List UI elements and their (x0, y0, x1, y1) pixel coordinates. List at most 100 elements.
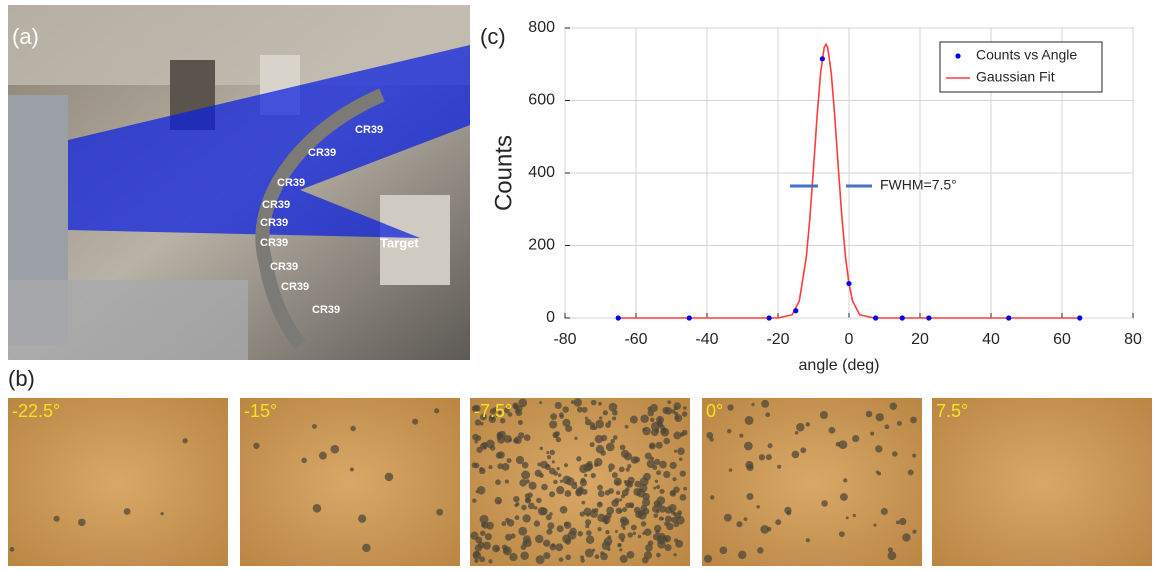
track-pit (724, 514, 732, 522)
track-pit (505, 480, 509, 484)
data-point (767, 315, 772, 320)
photo-annotation: Target (380, 235, 419, 250)
track-pit (585, 419, 591, 425)
track-pit (633, 532, 636, 535)
track-pit (710, 495, 714, 499)
track-pit (590, 425, 596, 431)
track-pit (720, 547, 728, 555)
track-pit (549, 420, 557, 428)
track-pit (670, 490, 677, 497)
track-pit (434, 408, 439, 413)
x-tick-label: -20 (766, 331, 789, 348)
track-pit (777, 465, 781, 469)
track-pit (564, 522, 569, 527)
track-pit (535, 470, 542, 477)
track-pit (518, 420, 523, 425)
track-pit (585, 519, 591, 525)
track-pit (853, 514, 856, 517)
track-pit (586, 513, 590, 517)
track-pit (667, 400, 671, 404)
track-pit (765, 412, 770, 417)
track-pit (875, 445, 882, 452)
micrograph-row: -22.5°-15°-7.5°0°7.5° (8, 398, 1152, 566)
photo-annotation: CR39 (281, 281, 309, 293)
data-point (793, 308, 798, 313)
track-pit (647, 460, 655, 468)
track-pit (571, 400, 575, 404)
track-pit (560, 480, 563, 483)
track-pit (619, 498, 622, 501)
track-pit (605, 530, 609, 534)
track-pit (601, 435, 607, 441)
track-pit (556, 486, 564, 494)
micrograph-label: -7.5° (474, 401, 512, 421)
photo-panel: (a) CR39CR39CR39CR39CR39CR39CR39CR39CR39… (8, 5, 470, 360)
photo-annotation: CR39 (260, 217, 288, 229)
track-pit (665, 516, 672, 523)
track-pit (618, 533, 625, 540)
track-pit (543, 552, 550, 559)
micrograph-label: 0° (706, 401, 723, 421)
track-pit (483, 542, 491, 550)
track-pit (614, 498, 619, 503)
track-pit (682, 411, 687, 416)
x-tick-label: 40 (982, 331, 1000, 348)
y-axis-label: Counts (490, 135, 517, 211)
x-tick-label: -40 (695, 331, 718, 348)
track-pit (541, 484, 548, 491)
track-pit (640, 414, 649, 423)
track-pit (890, 403, 897, 410)
track-pit (616, 508, 622, 514)
track-pit (836, 442, 841, 447)
track-pit (647, 410, 654, 417)
track-pit (515, 515, 520, 520)
track-pit (648, 540, 654, 546)
track-pit (555, 402, 562, 409)
track-pit (577, 407, 583, 413)
data-point (873, 315, 878, 320)
track-pit (502, 544, 507, 549)
track-pit (642, 498, 650, 506)
data-point (1077, 315, 1082, 320)
track-pit (821, 500, 828, 507)
y-tick-label: 400 (528, 164, 555, 181)
track-pit (436, 509, 443, 516)
track-pit (524, 434, 531, 441)
track-pit (621, 494, 625, 498)
track-pit (54, 516, 60, 522)
track-pit (612, 416, 616, 420)
track-pit (565, 538, 571, 544)
track-pit (516, 502, 520, 506)
track-pit (892, 451, 897, 456)
track-pit (546, 464, 550, 468)
legend-label: Counts vs Angle (976, 47, 1077, 63)
track-pit (766, 454, 772, 460)
track-pit (657, 496, 666, 505)
panel-label: (c) (480, 24, 506, 49)
track-pit (529, 482, 537, 490)
track-pit (603, 515, 607, 519)
track-pit (630, 416, 638, 424)
track-pit (527, 492, 533, 498)
track-pit (744, 517, 748, 521)
data-point (1006, 315, 1011, 320)
track-pit (600, 553, 608, 561)
track-pit (677, 510, 682, 515)
track-pit (546, 451, 549, 454)
x-tick-label: 60 (1053, 331, 1071, 348)
track-pit (656, 442, 663, 449)
track-pit (586, 535, 594, 543)
track-pit (649, 442, 656, 449)
track-pit (562, 419, 570, 427)
track-pit (555, 431, 560, 436)
track-pit (473, 551, 481, 559)
micrograph (8, 398, 228, 566)
track-pit (521, 505, 527, 511)
track-pit (661, 428, 667, 434)
track-pit (908, 469, 914, 475)
figure: (a) CR39CR39CR39CR39CR39CR39CR39CR39CR39… (0, 0, 1153, 567)
track-pit (495, 497, 502, 504)
track-pit (472, 462, 478, 468)
data-point (616, 315, 621, 320)
track-pit (607, 535, 611, 539)
